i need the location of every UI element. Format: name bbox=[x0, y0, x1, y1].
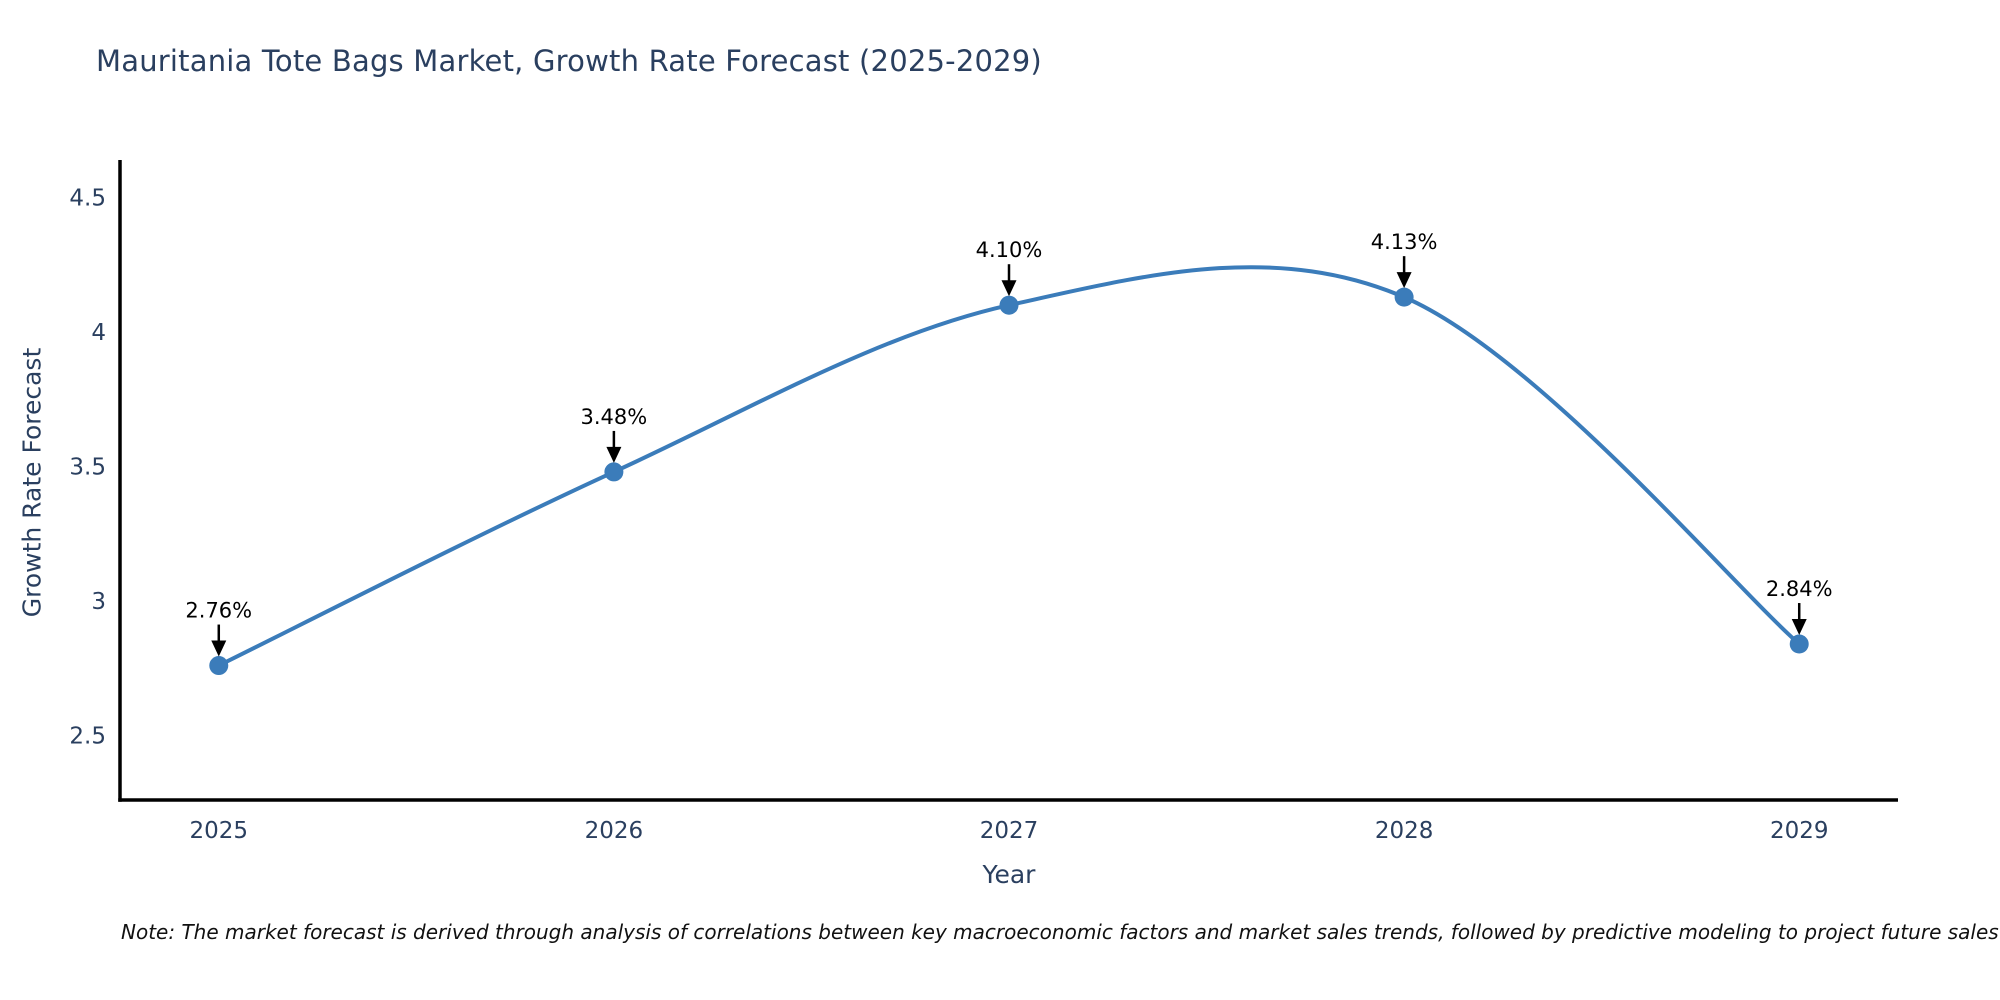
forecast-line bbox=[216, 265, 1802, 668]
x-tick-label: 2028 bbox=[1375, 818, 1434, 844]
data-point[interactable] bbox=[999, 295, 1019, 315]
x-tick-label: 2026 bbox=[585, 818, 644, 844]
data-point[interactable] bbox=[1789, 634, 1809, 654]
point-label: 4.10% bbox=[976, 238, 1043, 262]
annotation-arrow-head bbox=[211, 640, 227, 657]
y-axis-title: Growth Rate Forecast bbox=[17, 347, 47, 618]
annotation-arrow-head bbox=[1396, 272, 1412, 289]
annotation-arrow-head bbox=[1001, 280, 1017, 297]
y-tick-label: 3.5 bbox=[69, 455, 106, 481]
chart-title: Mauritania Tote Bags Market, Growth Rate… bbox=[96, 44, 1042, 78]
point-label: 2.76% bbox=[185, 599, 252, 623]
footnote: Note: The market forecast is derived thr… bbox=[121, 920, 1999, 944]
point-label: 4.13% bbox=[1371, 230, 1438, 254]
point-label: 3.48% bbox=[581, 405, 648, 429]
data-point[interactable] bbox=[1394, 287, 1414, 307]
data-point[interactable] bbox=[604, 462, 624, 482]
annotation-arrow-head bbox=[1791, 619, 1807, 636]
y-tick-label: 3 bbox=[91, 589, 106, 615]
x-tick-label: 2029 bbox=[1770, 818, 1829, 844]
y-tick-label: 4.5 bbox=[69, 186, 106, 212]
y-tick-label: 4 bbox=[91, 320, 106, 346]
x-axis-title: Year bbox=[982, 860, 1036, 889]
y-tick-label: 2.5 bbox=[69, 723, 106, 749]
point-label: 2.84% bbox=[1766, 577, 1833, 601]
data-point[interactable] bbox=[209, 656, 229, 676]
x-tick-label: 2025 bbox=[190, 818, 249, 844]
x-tick-label: 2027 bbox=[980, 818, 1039, 844]
annotation-arrow-head bbox=[606, 446, 622, 463]
